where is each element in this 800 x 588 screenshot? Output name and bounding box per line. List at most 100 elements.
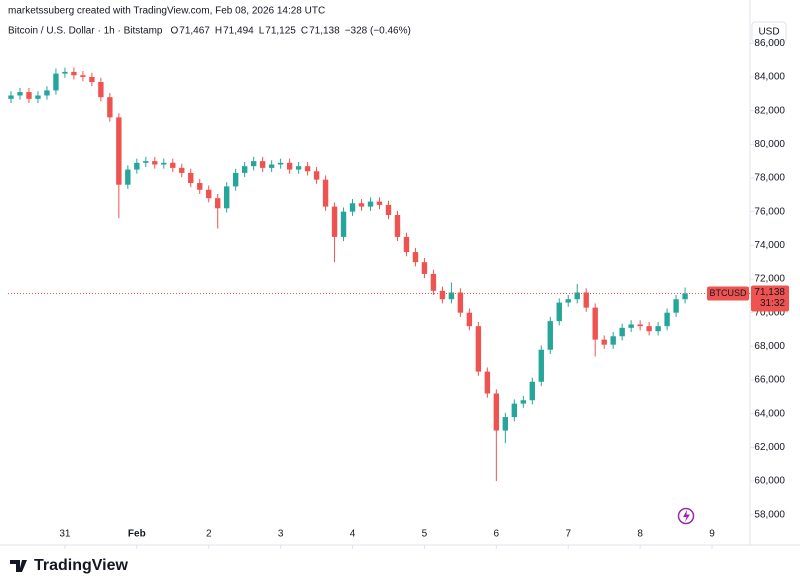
candle-body — [277, 162, 284, 165]
candle-body — [116, 117, 122, 185]
candle-body — [89, 76, 95, 83]
ohlc-value: 71,494 — [223, 26, 254, 37]
y-tick-label: 62,000 — [754, 442, 785, 453]
candle-body — [367, 201, 374, 207]
candle-body — [134, 162, 140, 170]
ohlc-value: 71,125 — [265, 26, 296, 37]
x-tick-label: 7 — [565, 529, 571, 540]
candle-body — [538, 349, 544, 382]
y-tick-label: 82,000 — [754, 105, 785, 116]
x-tick-label: 6 — [494, 529, 500, 540]
x-tick-label: 31 — [59, 529, 71, 540]
currency[interactable]: USD — [758, 27, 779, 38]
candle-body — [224, 186, 230, 209]
candle-body — [44, 90, 50, 96]
x-tick-label: 2 — [206, 529, 212, 540]
candle-body — [412, 252, 419, 263]
candle-body — [484, 371, 491, 394]
symbol-tag-label: BTCUSD — [709, 288, 747, 298]
candle-body — [664, 312, 670, 327]
candle-body — [592, 307, 598, 340]
candle-body — [655, 326, 661, 332]
ohlc-values: O 71,467 H 71,494 L 71,125 C 71,138 −328 (−0.46%… — [171, 26, 411, 37]
y-tick-label: 80,000 — [754, 139, 785, 150]
ohlc-letter: H — [215, 26, 222, 37]
candle-body — [107, 97, 113, 118]
candle-body — [322, 179, 329, 207]
candle-body — [610, 336, 616, 345]
candle-body — [170, 162, 176, 168]
candle-body — [439, 290, 446, 300]
candle-body — [125, 169, 131, 185]
x-tick-label: 3 — [278, 529, 284, 540]
candle-body — [250, 161, 257, 167]
ohlc-letter: O — [171, 26, 179, 37]
replay-icon[interactable] — [677, 507, 695, 525]
x-tick-label: 9 — [709, 529, 715, 540]
candle-body — [349, 203, 356, 212]
candle-body — [556, 302, 562, 322]
candle-body — [376, 201, 383, 205]
ohlc-letter: L — [259, 26, 265, 37]
candle-body — [215, 198, 221, 209]
y-tick-label: 72,000 — [754, 274, 785, 285]
y-tick-label: 86,000 — [754, 38, 785, 49]
candle-body — [152, 161, 158, 165]
candle-body — [547, 321, 553, 350]
currency-button[interactable] — [751, 21, 787, 43]
y-tick-label: 58,000 — [754, 509, 785, 520]
candle-body — [206, 189, 212, 199]
y-tick-label: 76,000 — [754, 206, 785, 217]
candle-body — [430, 273, 437, 291]
candle-body — [574, 292, 580, 300]
candle-body — [161, 162, 167, 165]
ohlc-value: 71,138 — [309, 26, 340, 37]
price-tag — [751, 285, 789, 312]
y-tick-label: 68,000 — [754, 341, 785, 352]
candle-body — [232, 172, 239, 187]
candle-body — [601, 339, 607, 345]
candle-body — [466, 312, 473, 327]
candle-body — [340, 211, 347, 237]
candle-body — [385, 204, 392, 216]
candle-body — [188, 172, 194, 184]
candle-body — [143, 161, 149, 163]
ohlc-value: 71,467 — [179, 26, 210, 37]
candle-body — [511, 403, 518, 418]
candle-body — [403, 236, 410, 253]
plot-area — [8, 67, 688, 482]
brand: TradingView — [34, 557, 129, 574]
candle-body — [475, 326, 482, 372]
y-tick-label: 74,000 — [754, 240, 785, 251]
candle-body — [53, 73, 59, 91]
y-tick-label: 66,000 — [754, 375, 785, 386]
candle-body — [493, 393, 500, 431]
candle-body — [313, 171, 320, 180]
y-tick-label: 70,000 — [754, 307, 785, 318]
y-tick-label: 60,000 — [754, 476, 785, 487]
credit: marketssuberg created with TradingView.c… — [8, 6, 325, 17]
candle-body — [448, 292, 455, 300]
y-tick-label: 84,000 — [754, 72, 785, 83]
x-tick-label: 8 — [637, 529, 643, 540]
x-tick-label: 4 — [350, 529, 356, 540]
candle-body — [358, 203, 365, 207]
candle-body — [304, 166, 311, 172]
candle-body — [295, 166, 302, 170]
candle-body — [259, 161, 266, 168]
candle-body — [286, 162, 293, 170]
x-tick-label: 5 — [422, 529, 428, 540]
candle-body — [331, 206, 338, 237]
candle-body — [8, 95, 14, 99]
price-tag-label: 71,138 — [754, 287, 785, 298]
candle-body — [394, 215, 401, 237]
y-tick-label: 64,000 — [754, 408, 785, 419]
candle-body — [98, 82, 104, 98]
logo — [10, 560, 27, 572]
candle-body — [26, 92, 32, 99]
candle-body — [682, 293, 688, 300]
candle-body — [421, 262, 428, 274]
candle-body — [179, 167, 185, 173]
